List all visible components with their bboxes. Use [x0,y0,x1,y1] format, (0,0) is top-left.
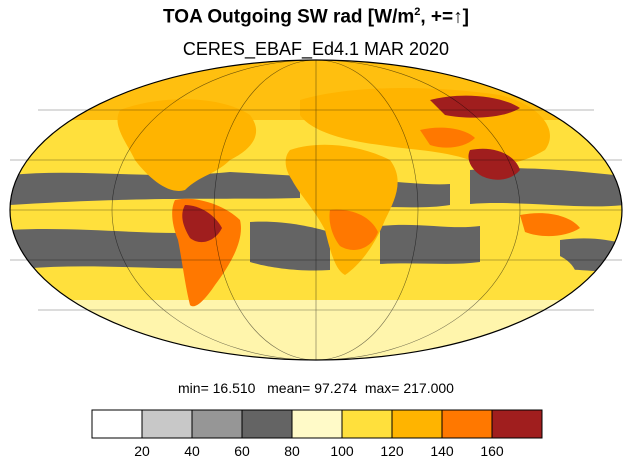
graticule [10,59,622,361]
himalaya-high [430,95,520,118]
colorbar-tick-label: 20 [134,443,150,459]
east-asia-high [468,148,520,180]
colorbar-box [491,409,543,439]
colorbar-boxes [91,409,543,439]
globe-outline [9,59,623,361]
map-title: TOA Outgoing SW rad [W/m2, +=↑] [163,6,469,28]
amazon-high [182,205,222,243]
colorbar-box [391,409,443,439]
colorbar-tick-label: 80 [284,443,300,459]
colorbar-tick-label: 60 [234,443,250,459]
central-africa [329,209,378,250]
colorbar-box [291,409,343,439]
world-map [9,59,623,361]
north-atlantic-pacific-clear [10,172,300,205]
colorbar-box [341,409,393,439]
colorbar-tick-label: 40 [184,443,200,459]
stats-line: min= 16.510 mean= 97.274 max= 217.000 [178,380,454,396]
colorbar-box [241,409,293,439]
map-subtitle: CERES_EBAF_Ed4.1 MAR 2020 [182,39,450,59]
south-atlantic-clear [250,221,330,271]
maritime-continent [520,213,580,237]
north-america [117,99,257,191]
colorbar-box [191,409,243,439]
central-asia [420,127,475,148]
colorbar-ticks: 20 40 60 80 100 120 140 160 [134,443,504,459]
colorbar-box [441,409,493,439]
colorbar-tick-label: 140 [430,443,454,459]
colorbar-tick-label: 160 [480,443,504,459]
australia [498,250,575,294]
colorbar-box [141,409,193,439]
colorbar-tick-label: 100 [330,443,354,459]
colorbar-box [91,409,143,439]
colorbar-tick-label: 120 [380,443,404,459]
indian-clear [380,224,480,264]
